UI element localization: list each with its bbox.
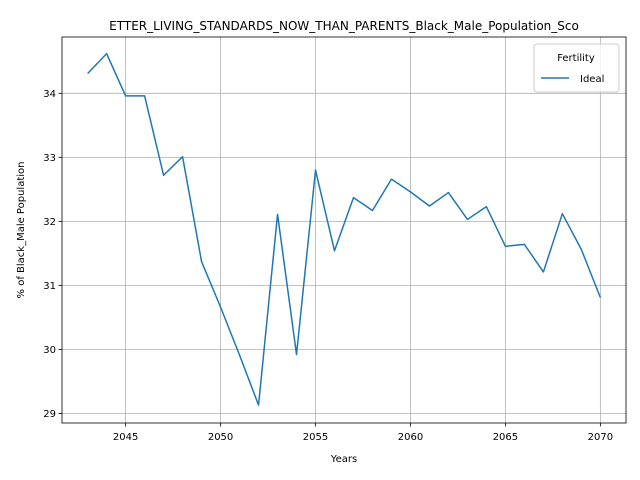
x-tick-label: 2045 bbox=[113, 432, 138, 443]
y-tick-label: 29 bbox=[43, 409, 56, 420]
grid-lines bbox=[62, 37, 626, 423]
y-axis-label: % of Black_Male Population bbox=[16, 162, 27, 299]
axis-ticks: 2045 2050 2055 2060 2065 2070 29 30 31 32 33 34 bbox=[43, 89, 613, 443]
legend-title: Fertility bbox=[557, 53, 595, 64]
y-tick-label: 33 bbox=[43, 153, 56, 164]
chart-title: ETTER_LIVING_STANDARDS_NOW_THAN_PARENTS_… bbox=[109, 19, 579, 33]
series-lines bbox=[87, 52, 602, 406]
y-tick-label: 31 bbox=[43, 281, 56, 292]
y-tick-label: 34 bbox=[43, 89, 56, 100]
x-axis-label: Years bbox=[330, 454, 357, 465]
legend: Fertility Ideal bbox=[533, 43, 620, 93]
legend-label-ideal: Ideal bbox=[580, 74, 604, 85]
plot-frame bbox=[61, 36, 627, 424]
y-tick-label: 32 bbox=[43, 217, 56, 228]
x-tick-label: 2050 bbox=[208, 432, 233, 443]
y-tick-label: 30 bbox=[43, 345, 56, 356]
x-tick-label: 2065 bbox=[493, 432, 518, 443]
series-line-ideal bbox=[87, 52, 602, 406]
x-tick-label: 2060 bbox=[398, 432, 423, 443]
x-tick-label: 2070 bbox=[588, 432, 613, 443]
x-tick-label: 2055 bbox=[303, 432, 328, 443]
legend-box bbox=[533, 43, 620, 93]
